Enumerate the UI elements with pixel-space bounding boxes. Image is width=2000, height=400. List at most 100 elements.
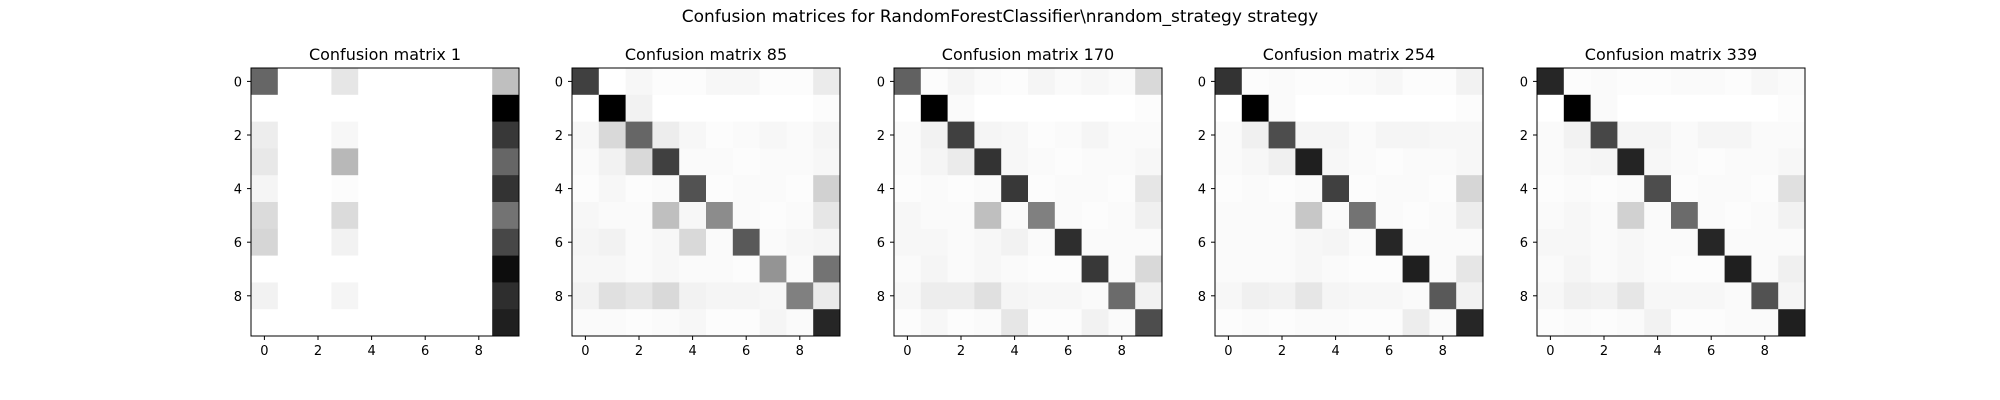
heatmap-cell bbox=[438, 255, 466, 283]
heatmap-cell bbox=[358, 68, 386, 96]
heatmap-cell bbox=[1751, 94, 1779, 122]
heatmap-cell bbox=[1081, 202, 1109, 230]
heatmap-cell bbox=[1429, 309, 1457, 337]
heatmap-cell bbox=[598, 309, 626, 337]
heatmap-cell bbox=[465, 148, 493, 176]
heatmap-cell bbox=[652, 228, 680, 256]
heatmap-cell bbox=[1349, 175, 1377, 203]
heatmap-cell bbox=[572, 68, 600, 96]
heatmap-cell bbox=[1563, 68, 1591, 96]
heatmap-cell bbox=[1001, 282, 1029, 310]
y-tick-label: 8 bbox=[1198, 290, 1206, 305]
heatmap-panel: Confusion matrix 1 0 2 4 6 8 0 2 4 6 8 bbox=[234, 45, 520, 359]
heatmap-cell bbox=[920, 255, 948, 283]
heatmap-cell bbox=[947, 282, 975, 310]
heatmap-cell bbox=[947, 255, 975, 283]
heatmap-cell bbox=[1241, 309, 1269, 337]
heatmap-cell bbox=[1590, 282, 1618, 310]
heatmap-cell bbox=[1054, 68, 1082, 96]
heatmap-cell bbox=[947, 309, 975, 337]
heatmap-cell bbox=[277, 309, 305, 337]
y-tick-label: 0 bbox=[1198, 75, 1206, 90]
heatmap-cell bbox=[974, 175, 1002, 203]
heatmap-cell bbox=[894, 68, 922, 96]
heatmap-cell bbox=[465, 282, 493, 310]
heatmap-cell bbox=[1001, 148, 1029, 176]
heatmap-cell bbox=[277, 121, 305, 149]
heatmap-cell bbox=[1617, 94, 1645, 122]
heatmap-cell bbox=[1402, 309, 1430, 337]
heatmap-cell bbox=[1590, 255, 1618, 283]
heatmap-cell bbox=[1081, 255, 1109, 283]
heatmap-cell bbox=[277, 68, 305, 96]
heatmap-cell bbox=[1295, 309, 1323, 337]
heatmap-cell bbox=[1028, 68, 1056, 96]
heatmap-cell bbox=[1054, 309, 1082, 337]
heatmap-cell bbox=[1054, 228, 1082, 256]
heatmap-cell bbox=[732, 121, 760, 149]
heatmap-cell bbox=[1215, 175, 1243, 203]
heatmap-cell bbox=[465, 255, 493, 283]
heatmap-cell bbox=[492, 148, 520, 176]
heatmap-cell bbox=[1644, 148, 1672, 176]
heatmap-cell bbox=[304, 282, 332, 310]
heatmap-cell bbox=[1215, 228, 1243, 256]
heatmap-cell bbox=[465, 202, 493, 230]
heatmap-cell bbox=[1617, 255, 1645, 283]
heatmap-cell bbox=[1590, 94, 1618, 122]
heatmap-cell bbox=[732, 282, 760, 310]
heatmap-cell bbox=[331, 68, 359, 96]
heatmap-cell bbox=[358, 228, 386, 256]
plot-frame bbox=[1214, 67, 1484, 337]
heatmap-cell bbox=[304, 255, 332, 283]
heatmap-cell bbox=[1697, 121, 1725, 149]
heatmap-cell bbox=[1751, 202, 1779, 230]
heatmap-cell bbox=[1135, 148, 1163, 176]
y-tick-label: 6 bbox=[1520, 236, 1528, 251]
heatmap-cell bbox=[732, 175, 760, 203]
heatmap-cell bbox=[1697, 309, 1725, 337]
heatmap-cell bbox=[947, 68, 975, 96]
heatmap-cell bbox=[706, 282, 734, 310]
heatmap-cell bbox=[1268, 228, 1296, 256]
heatmap-cell bbox=[1429, 68, 1457, 96]
heatmap-cell bbox=[492, 94, 520, 122]
heatmap-cell bbox=[1537, 121, 1565, 149]
heatmap-cell bbox=[1617, 68, 1645, 96]
heatmap-cell bbox=[947, 202, 975, 230]
heatmap-cell bbox=[1644, 121, 1672, 149]
heatmap-cell bbox=[358, 94, 386, 122]
heatmap-cell bbox=[492, 282, 520, 310]
heatmap-cell bbox=[920, 202, 948, 230]
heatmap-cell bbox=[1241, 68, 1269, 96]
heatmap-cell bbox=[1617, 148, 1645, 176]
heatmap-cell bbox=[1402, 255, 1430, 283]
heatmap-cell bbox=[1724, 121, 1752, 149]
heatmap-cell bbox=[598, 175, 626, 203]
x-tick-label: 6 bbox=[1064, 344, 1072, 359]
heatmap-cell bbox=[625, 228, 653, 256]
heatmap-cell bbox=[411, 282, 439, 310]
heatmap-cell bbox=[1268, 202, 1296, 230]
heatmap-cell bbox=[1590, 309, 1618, 337]
heatmap-cell bbox=[1375, 175, 1403, 203]
heatmap-cell bbox=[1751, 255, 1779, 283]
heatmap-cell bbox=[358, 202, 386, 230]
heatmap-cell bbox=[1268, 148, 1296, 176]
heatmap-cell bbox=[706, 255, 734, 283]
x-tick-label: 4 bbox=[1331, 344, 1339, 359]
x-tick-label: 0 bbox=[581, 344, 589, 359]
heatmap-cell bbox=[652, 309, 680, 337]
heatmap-cell bbox=[1028, 175, 1056, 203]
heatmap-cell bbox=[1429, 228, 1457, 256]
heatmap-cell bbox=[974, 282, 1002, 310]
heatmap-cell bbox=[625, 175, 653, 203]
heatmap-cell bbox=[974, 68, 1002, 96]
heatmap-cell bbox=[251, 148, 279, 176]
heatmap-cell bbox=[1456, 175, 1484, 203]
heatmap-cell bbox=[679, 202, 707, 230]
heatmap-cell bbox=[1241, 175, 1269, 203]
heatmap-cell bbox=[813, 202, 841, 230]
heatmap-cell bbox=[1268, 68, 1296, 96]
heatmap-cell bbox=[759, 202, 787, 230]
